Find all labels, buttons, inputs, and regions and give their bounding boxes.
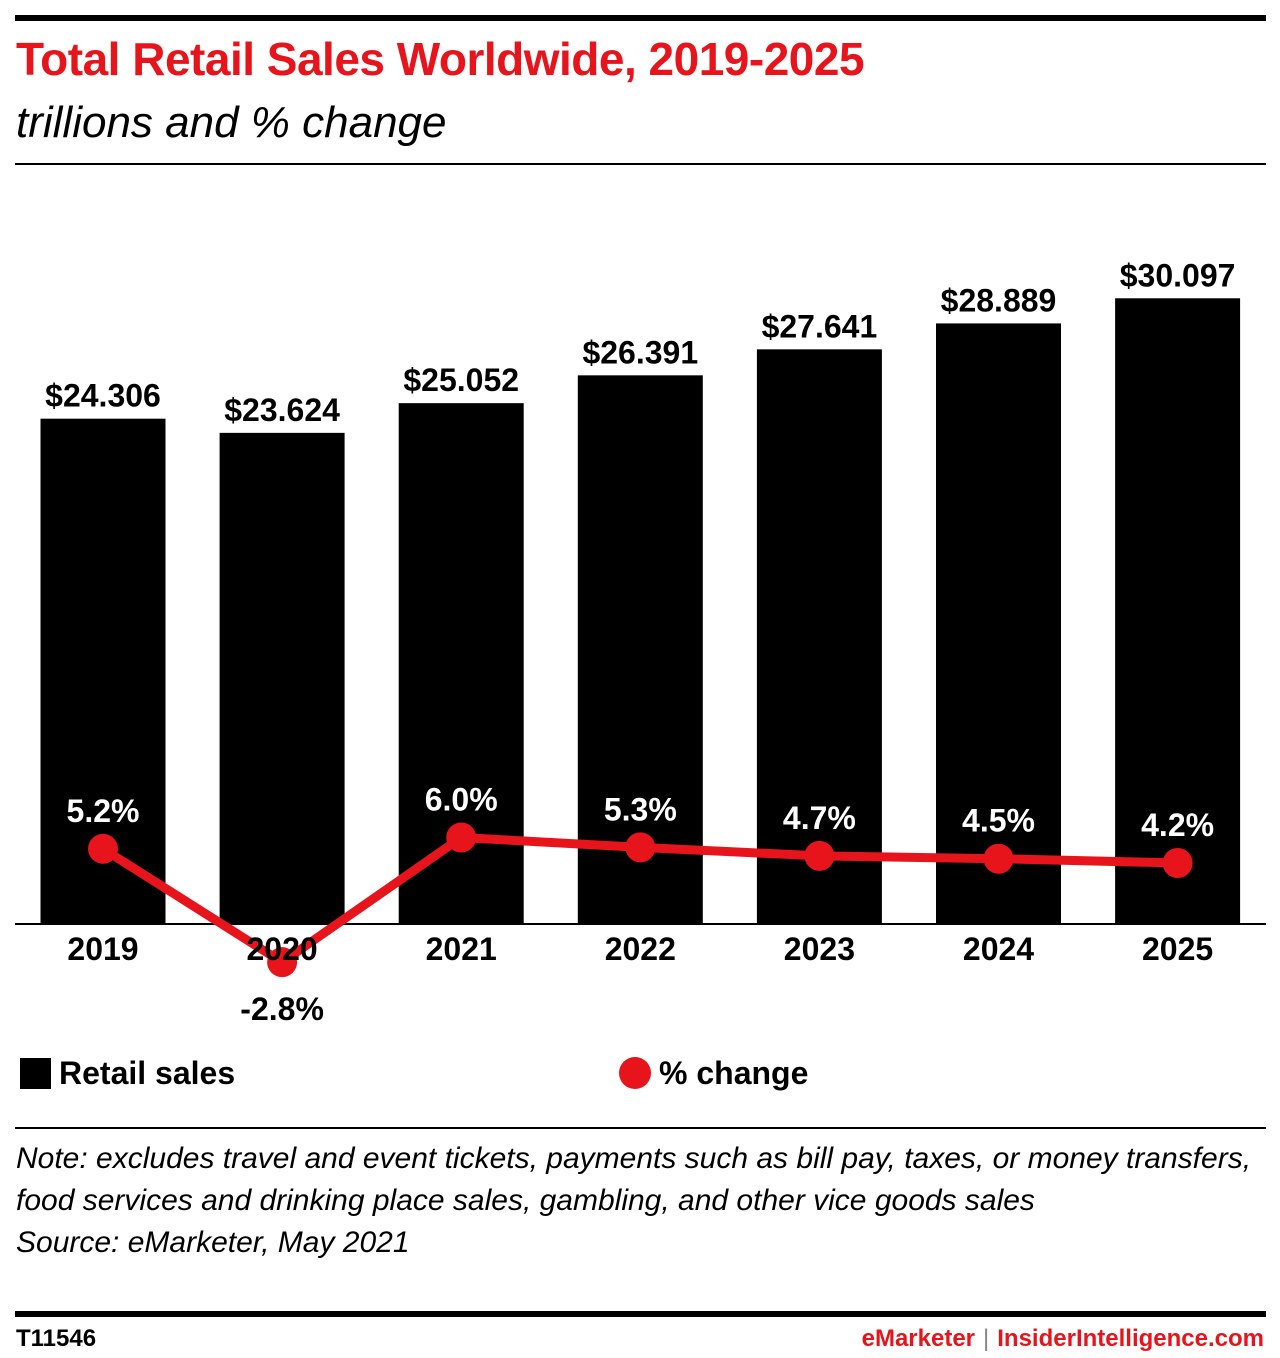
source-text: Source: eMarketer, May 2021 (16, 1226, 410, 1259)
brand-emarketer: eMarketer (861, 1325, 976, 1352)
bar-2023 (756, 349, 882, 924)
chart-id: T11546 (16, 1325, 97, 1352)
bar-2020 (219, 432, 345, 924)
bar-2025 (1115, 298, 1241, 924)
legend-line-marker (619, 1057, 651, 1089)
legend-bar-label: Retail sales (59, 1054, 236, 1091)
bar-value-label: $25.052 (403, 362, 519, 398)
percent-change-label: 4.7% (783, 800, 856, 836)
percent-change-label: 4.2% (1141, 807, 1214, 843)
brand-insider-intelligence: InsiderIntelligence.com (997, 1325, 1264, 1352)
bar-value-label: $27.641 (762, 308, 878, 344)
bar-value-label: $30.097 (1120, 257, 1236, 293)
percent-change-label: 4.5% (962, 803, 1035, 839)
x-tick-label: 2024 (963, 931, 1034, 967)
bars-layer (40, 298, 1241, 924)
legend-percent-change: % change (619, 1053, 808, 1093)
x-tick-label: 2021 (426, 931, 497, 967)
percent-change-point-2024 (983, 843, 1014, 874)
percent-change-point-2019 (88, 833, 118, 864)
x-tick-label: 2019 (67, 931, 138, 967)
line-layer: 5.2% -2.8% 6.0% 5.3% 4.7% 4.5% 4.2% (67, 781, 1215, 1027)
x-tick-label: 2023 (784, 931, 855, 967)
bar-value-label: $28.889 (941, 282, 1057, 318)
ticks-layer: 2019 2020 2021 2022 2023 2024 2025 (67, 931, 1213, 967)
x-tick-label: 2020 (247, 931, 318, 967)
note-block: Note: excludes travel and event tickets,… (16, 1138, 1266, 1264)
bar-2024 (936, 323, 1061, 924)
legend-line-label: % change (659, 1054, 809, 1091)
bar-labels-layer: $24.306 $23.624 $25.052 $26.391 $27.641 $28.8… (45, 257, 1235, 428)
percent-change-point-2025 (1162, 847, 1193, 878)
note-text: Note: excludes travel and event tickets,… (16, 1142, 1252, 1217)
percent-change-label: 5.3% (604, 791, 677, 827)
top-rule (15, 15, 1266, 21)
bar-value-label: $24.306 (45, 378, 161, 414)
percent-change-point-2023 (804, 840, 835, 871)
chart-subtitle: trillions and % change (16, 98, 447, 147)
chart-title: Total Retail Sales Worldwide, 2019-2025 (16, 33, 865, 85)
x-tick-label: 2025 (1142, 931, 1213, 967)
brand-footer: eMarketer | InsiderIntelligence.com (862, 1325, 1264, 1353)
bar-value-label: $23.624 (224, 392, 340, 428)
legend-bar-swatch (20, 1057, 51, 1089)
percent-change-point-2022 (625, 832, 656, 863)
retail-sales-chart: $24.306 $23.624 $25.052 $26.391 $27.641 $28.8… (15, 257, 1266, 1027)
bottom-rule (15, 1311, 1266, 1317)
note-rule (15, 1127, 1266, 1129)
brand-separator: | (983, 1325, 990, 1352)
percent-change-label: -2.8% (240, 991, 324, 1027)
percent-change-label: 5.2% (67, 793, 140, 829)
bar-value-label: $26.391 (582, 334, 698, 370)
percent-change-label: 6.0% (425, 781, 498, 817)
legend-retail-sales: Retail sales (20, 1053, 235, 1093)
percent-change-point-2020 (267, 947, 298, 978)
x-tick-label: 2022 (605, 931, 676, 967)
percent-change-point-2021 (446, 822, 477, 853)
header-rule (15, 163, 1266, 165)
